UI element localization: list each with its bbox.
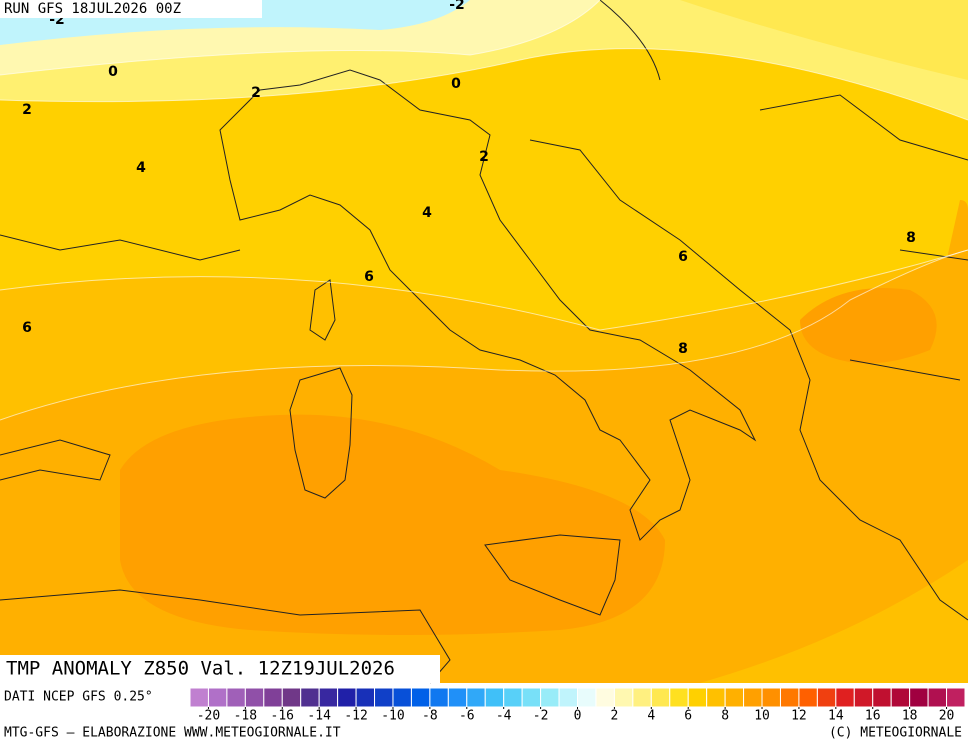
colorbar-swatch xyxy=(521,687,542,708)
colorbar-swatch xyxy=(429,687,449,708)
colorbar-swatch xyxy=(687,687,708,708)
run-box xyxy=(0,0,262,18)
colorbar-tick-label: 12 xyxy=(791,709,807,724)
colorbar-tick-label: -2 xyxy=(533,709,549,724)
colorbar-tick-label: 8 xyxy=(721,709,729,724)
colorbar-tick-label: -8 xyxy=(422,709,438,724)
colorbar-swatch xyxy=(724,687,745,708)
contour-label: 0 xyxy=(108,64,118,80)
colorbar-swatch xyxy=(392,687,412,708)
colorbar-tick-label: -16 xyxy=(271,709,294,724)
colorbar: -20 -18 -16 -14 -12 -10 -8 -6 -4 -2 0 2 4 6 8 10 12 14 16 1… xyxy=(189,687,966,724)
colorbar-tick-label: -14 xyxy=(307,709,331,724)
colorbar-swatch xyxy=(816,687,837,708)
colorbar-tick-label: -18 xyxy=(234,709,257,724)
colorbar-tick-label: 14 xyxy=(828,709,844,724)
colorbar-tick-label: 2 xyxy=(610,709,618,724)
isolines xyxy=(0,0,968,421)
contour-label: 4 xyxy=(136,160,146,176)
colorbar-swatch xyxy=(281,687,302,708)
colorbar-tick-label: 20 xyxy=(939,709,955,724)
contour-label: 6 xyxy=(22,320,32,336)
colorbar-tick-label: 18 xyxy=(902,709,918,724)
colorbar-swatch xyxy=(318,687,339,708)
contour-label: 4 xyxy=(422,205,432,221)
colorbar-swatch xyxy=(374,687,394,708)
title: TMP ANOMALY Z850 Val. 12Z19JUL2026 xyxy=(6,658,395,680)
colorbar-swatch xyxy=(946,687,966,708)
colorbar-swatch xyxy=(300,687,320,708)
colorbar-swatch xyxy=(927,687,948,708)
colorbar-swatch xyxy=(835,687,855,708)
contour-label: 2 xyxy=(479,149,489,165)
colorbar-swatch xyxy=(650,687,671,708)
colorbar-tick-label: 6 xyxy=(684,709,692,724)
colorbar-swatch xyxy=(263,687,283,708)
colorbar-swatch xyxy=(779,687,800,708)
colorbar-swatch xyxy=(890,687,911,708)
colorbar-swatch xyxy=(484,687,505,708)
contour-label: 0 xyxy=(451,76,461,92)
contour-label: 2 xyxy=(22,102,32,118)
colorbar-tick-label: -10 xyxy=(381,709,404,724)
source: DATI NCEP GFS 0.25° xyxy=(4,690,153,705)
colorbar-swatch xyxy=(244,687,265,708)
contour-labels: -2 -2 0 0 2 2 2 4 4 6 6 6 8 8 xyxy=(22,0,916,357)
colorbar-tick-label: 4 xyxy=(647,709,655,724)
footer-right: (C) METEOGIORNALE xyxy=(829,726,962,741)
colorbar-tick-label: 16 xyxy=(865,709,881,724)
colorbar-swatch xyxy=(595,687,615,708)
contour-label: -2 xyxy=(449,0,465,13)
contour-label: 8 xyxy=(678,341,688,357)
contour-label: 8 xyxy=(906,230,916,246)
colorbar-swatch xyxy=(577,687,597,708)
colorbar-swatch xyxy=(669,687,689,708)
colorbar-swatch xyxy=(558,687,578,708)
colorbar-tick-label: -20 xyxy=(197,709,220,724)
colorbar-swatch xyxy=(447,687,468,708)
contour-label: 6 xyxy=(364,269,374,285)
colorbar-swatch xyxy=(503,687,523,708)
title-box xyxy=(0,655,440,683)
footer-left: MTG-GFS — ELABORAZIONE WWW.METEOGIORNALE… xyxy=(4,726,341,741)
contour-label: 6 xyxy=(678,249,688,265)
colorbar-swatch xyxy=(909,687,929,708)
colorbar-swatch xyxy=(189,687,209,708)
colorbar-swatch xyxy=(706,687,726,708)
colorbar-swatch xyxy=(540,687,560,708)
colorbar-swatch xyxy=(207,687,228,708)
map-field xyxy=(0,0,968,683)
colorbar-tick-label: 0 xyxy=(574,709,582,724)
colorbar-swatch xyxy=(761,687,781,708)
colorbar-swatch xyxy=(466,687,486,708)
colorbar-swatch xyxy=(743,687,763,708)
contour-label: 2 xyxy=(251,85,261,101)
colorbar-swatch xyxy=(613,687,634,708)
colorbar-swatch xyxy=(337,687,357,708)
colorbar-tick-label: -6 xyxy=(459,709,475,724)
colorbar-tick-label: -4 xyxy=(496,709,512,724)
colorbar-swatch xyxy=(355,687,376,708)
colorbar-swatch xyxy=(798,687,818,708)
colorbar-swatch xyxy=(410,687,431,708)
colorbar-swatch xyxy=(226,687,246,708)
colorbar-swatch xyxy=(853,687,874,708)
colorbar-swatch xyxy=(872,687,892,708)
colorbar-swatch xyxy=(632,687,652,708)
colorbar-tick-label: 10 xyxy=(754,709,770,724)
colorbar-tick-label: -12 xyxy=(344,709,367,724)
run-label: RUN GFS 18JUL2026 00Z xyxy=(4,1,181,17)
